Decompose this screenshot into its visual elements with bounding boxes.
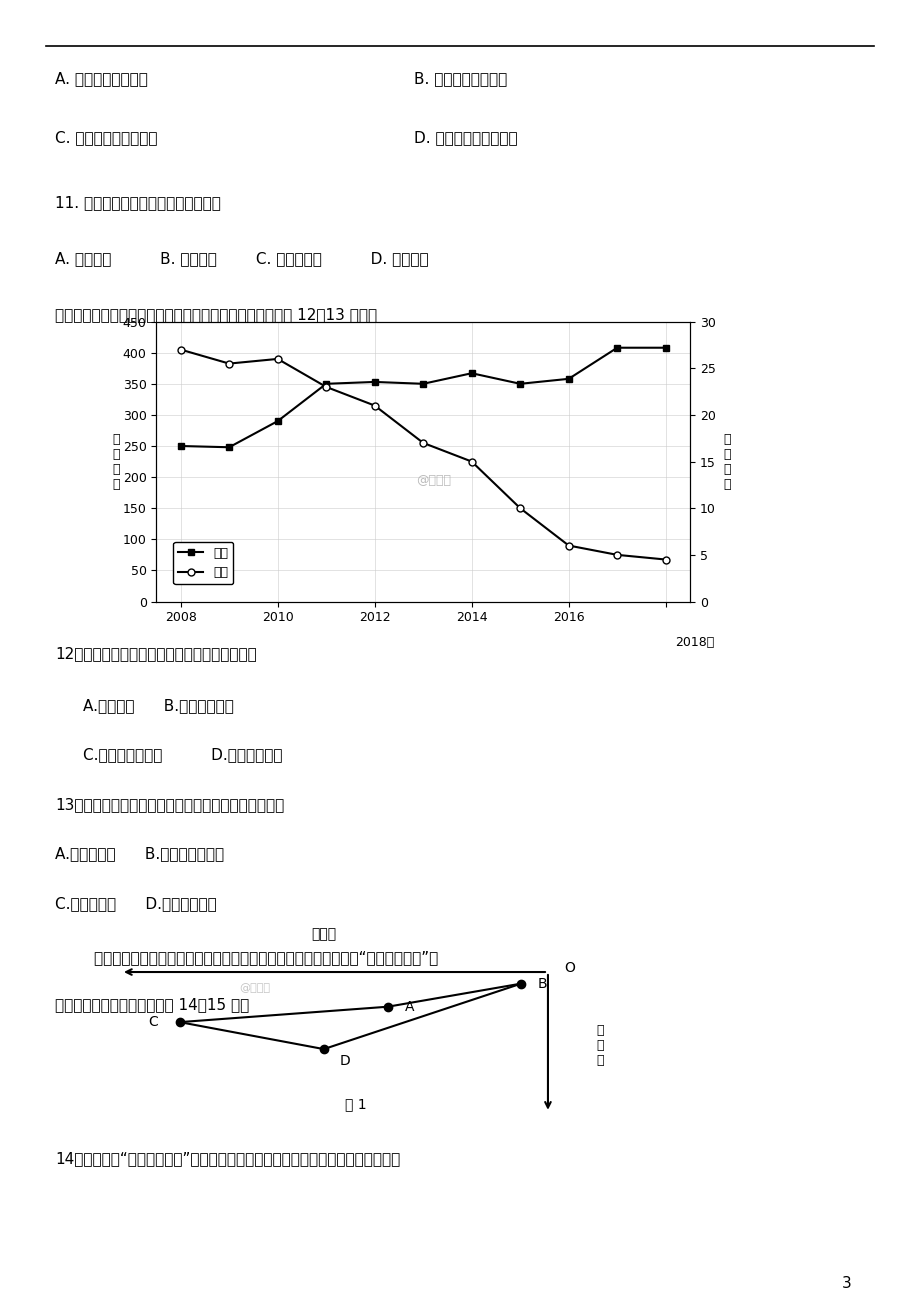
Text: @正确云: @正确云 [239,983,269,993]
Text: B. 减轻市区通勤压力: B. 减轻市区通勤压力 [414,72,506,87]
Text: 11. 最能体现南京市地域文化特色的是: 11. 最能体现南京市地域文化特色的是 [55,195,221,211]
Y-axis label: 新
疆
万
吨: 新 疆 万 吨 [112,432,119,491]
新疆 [417,376,428,392]
Text: 下图是我国从新中国成立以来的人口自然增长轨迹示意图（包括了“全面放开二孩”政: 下图是我国从新中国成立以来的人口自然增长轨迹示意图（包括了“全面放开二孩”政 [55,950,438,966]
Text: 12、造成江苏省棉花产量年际变化的主要原因是: 12、造成江苏省棉花产量年际变化的主要原因是 [55,646,256,661]
Text: @正确云: @正确云 [416,474,451,487]
Text: A.水质条件好      B.光照强，温差大: A.水质条件好 B.光照强，温差大 [55,846,224,862]
江苏 [660,552,671,568]
新疆 [272,413,283,428]
Text: 策以后可预测的部分）。回答 14－15 小题: 策以后可预测的部分）。回答 14－15 小题 [55,997,249,1013]
江苏 [175,342,186,358]
新疆 [466,366,477,381]
新疆 [562,371,573,387]
Text: 死
亡
率: 死 亡 率 [596,1023,603,1066]
江苏 [466,453,477,469]
Text: A: A [404,1000,414,1014]
江苏 [272,352,283,367]
Text: 图 1: 图 1 [345,1096,367,1111]
Text: 14、预计实施“全面放开二孩”政策后我国的人口自然增长轨迹趋向于向哪个点靠近: 14、预计实施“全面放开二孩”政策后我国的人口自然增长轨迹趋向于向哪个点靠近 [55,1151,400,1167]
Text: D. 增大中心区人口密度: D. 增大中心区人口密度 [414,130,517,146]
Legend: 新疆, 江苏: 新疆, 江苏 [173,542,233,585]
Text: A. 出现逆城市化现象: A. 出现逆城市化现象 [55,72,148,87]
Text: 2018年: 2018年 [675,635,714,648]
新疆 [223,440,234,456]
Text: C: C [148,1016,158,1029]
江苏 [321,379,332,395]
新疆 [369,374,380,389]
Line: 新疆: 新疆 [177,344,668,450]
江苏 [514,500,525,516]
新疆 [611,340,622,355]
新疆 [175,439,186,454]
Text: 出生率: 出生率 [311,927,336,941]
新疆 [660,340,671,355]
江苏 [562,538,573,553]
Text: C.土壤条件好      D.国家政策扶持: C.土壤条件好 D.国家政策扶持 [55,896,217,911]
江苏 [611,547,622,562]
Text: A. 消费水平          B. 传统建筑        C. 城市天际线          D. 潮流服饥: A. 消费水平 B. 传统建筑 C. 城市天际线 D. 潮流服饥 [55,251,428,267]
江苏 [417,435,428,450]
Text: C.劳动力成本上升          D.市场需求下降: C.劳动力成本上升 D.市场需求下降 [83,747,282,763]
Text: C. 缓解市中心用地压力: C. 缓解市中心用地压力 [55,130,157,146]
Text: B: B [538,976,547,991]
Y-axis label: 江
苏
万
吨: 江 苏 万 吨 [722,432,730,491]
江苏 [223,355,234,371]
Text: O: O [563,961,574,975]
新疆 [321,376,332,392]
Text: 3: 3 [841,1276,850,1292]
Line: 江苏: 江苏 [177,346,668,562]
Text: D: D [339,1053,350,1068]
新疆 [514,376,525,392]
Text: 13、与江苏相比，新疆发展棉花生产的独特优势条件是: 13、与江苏相比，新疆发展棉花生产的独特优势条件是 [55,797,284,812]
Text: 读江苏和新疆棉花总产量年际变化图（单位：万吨），完成 12～13 小题。: 读江苏和新疆棉花总产量年际变化图（单位：万吨），完成 12～13 小题。 [55,307,377,323]
江苏 [369,398,380,414]
Text: A.气候干旱      B.收购价格下降: A.气候干旱 B.收购价格下降 [83,698,233,713]
